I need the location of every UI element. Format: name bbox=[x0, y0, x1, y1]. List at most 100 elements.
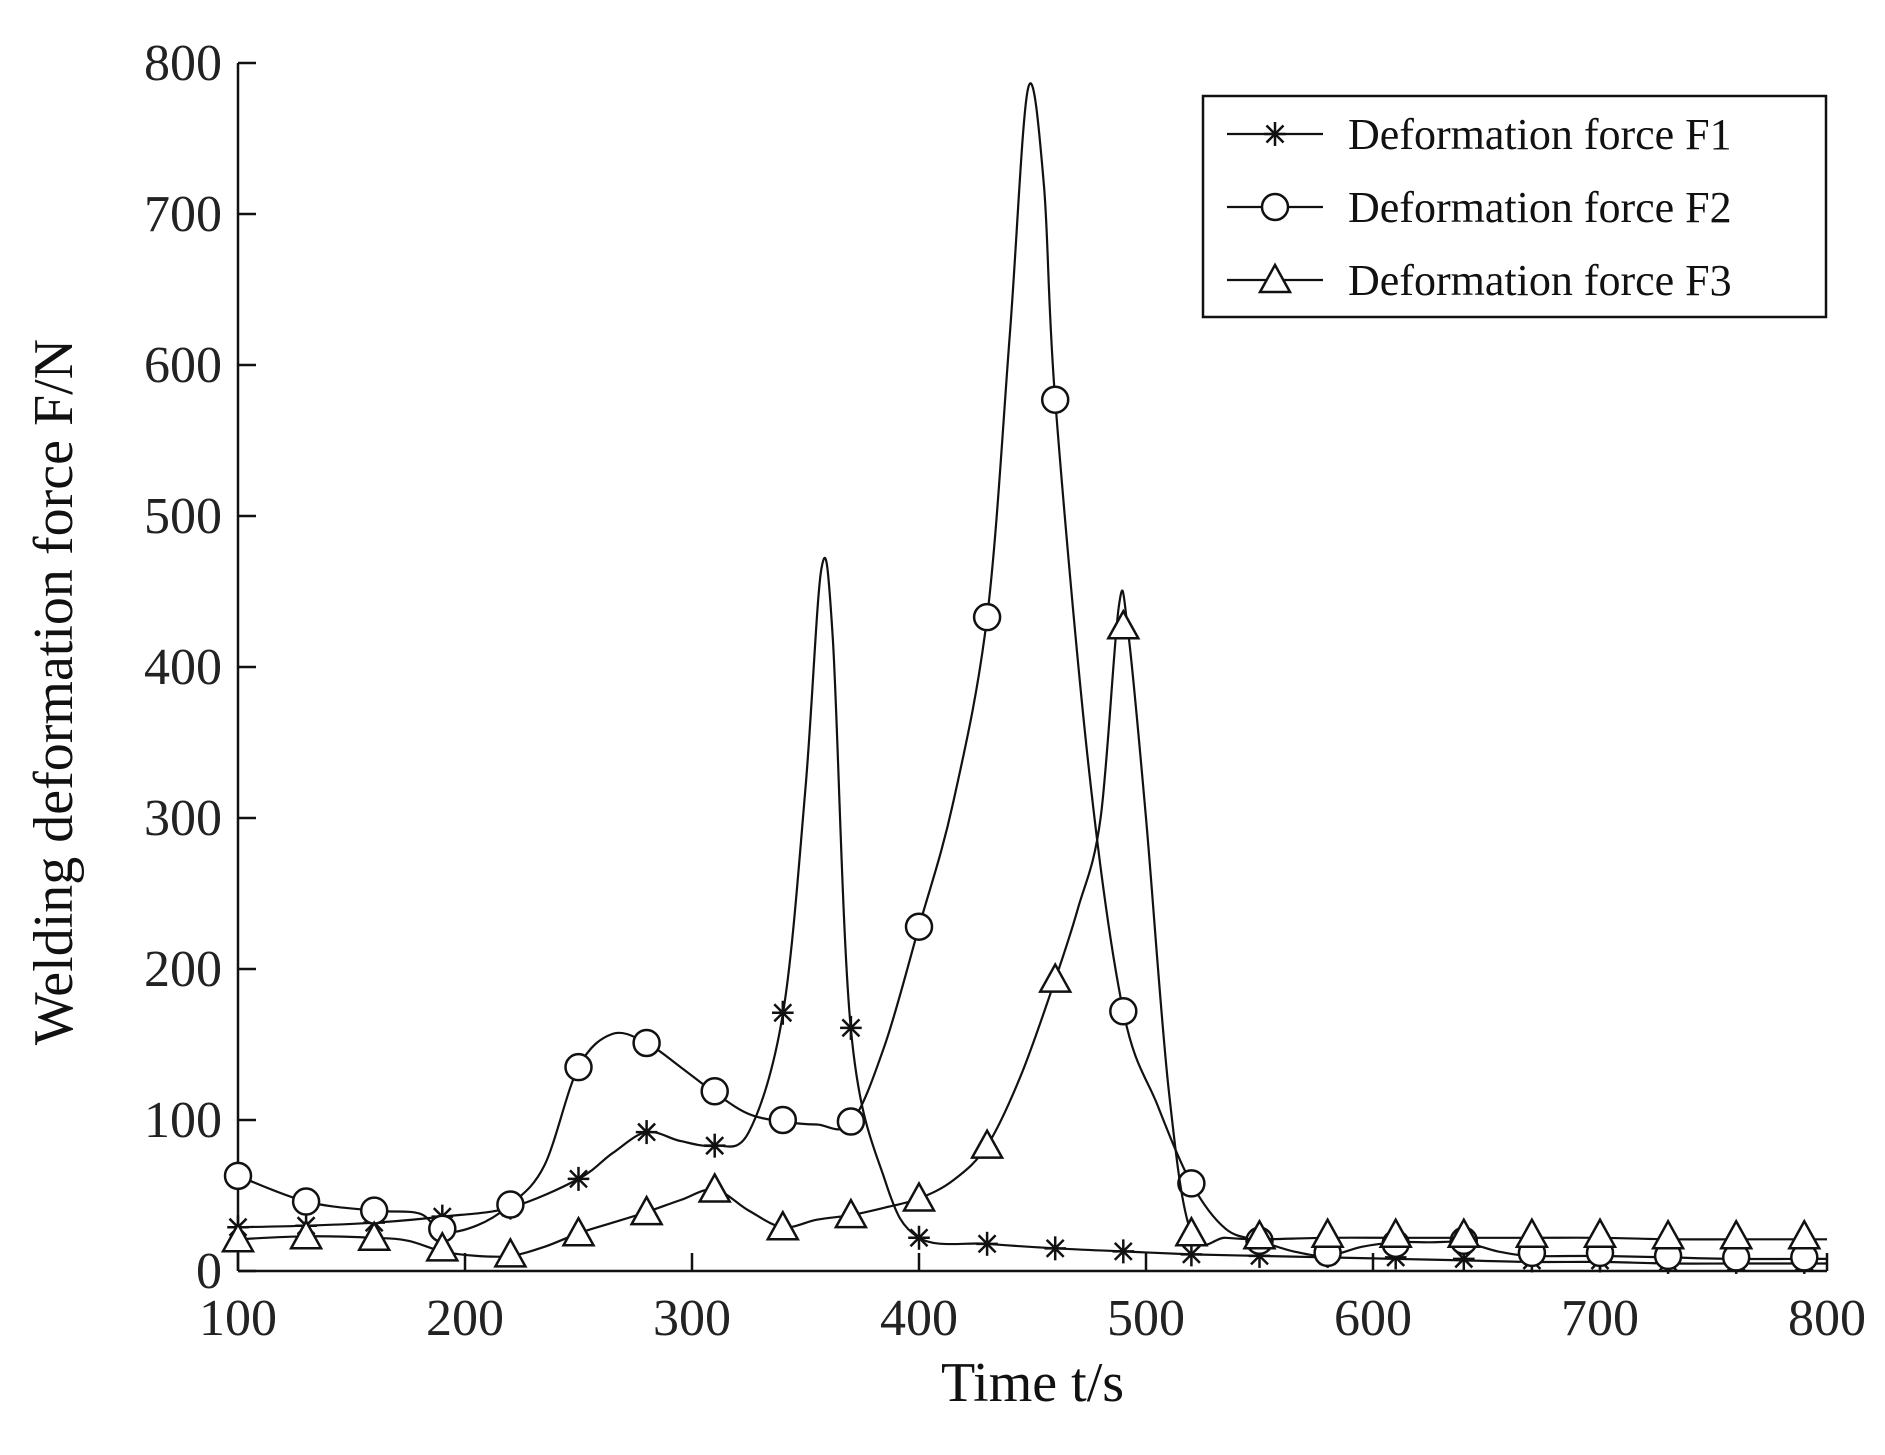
triangle-marker-shape bbox=[425, 1230, 460, 1262]
data-point-marker bbox=[425, 1230, 460, 1262]
data-point-marker bbox=[765, 1209, 800, 1241]
data-point-marker bbox=[1109, 997, 1138, 1026]
x-tick-label: 200 bbox=[426, 1290, 504, 1347]
circle-marker-shape bbox=[1109, 997, 1138, 1026]
data-point-marker bbox=[1044, 1236, 1066, 1261]
circle-marker-shape bbox=[223, 1161, 253, 1191]
legend-label: Deformation force F3 bbox=[1348, 256, 1732, 305]
series-3 bbox=[220, 589, 1827, 1268]
data-point-marker bbox=[1242, 1218, 1277, 1250]
x-tick-label: 700 bbox=[1561, 1290, 1639, 1347]
data-point-marker bbox=[976, 1231, 998, 1256]
triangle-marker-shape bbox=[288, 1218, 324, 1250]
triangle-marker-shape bbox=[629, 1194, 664, 1226]
triangle-marker-shape bbox=[1787, 1218, 1822, 1250]
data-point-marker bbox=[901, 1180, 937, 1212]
triangle-marker-shape bbox=[493, 1236, 528, 1268]
series-1 bbox=[227, 556, 1827, 1274]
data-point-marker bbox=[632, 1028, 661, 1058]
legend-item-f1: Deformation force F1 bbox=[1227, 110, 1732, 159]
legend-label: Deformation force F2 bbox=[1348, 183, 1732, 232]
triangle-marker-shape bbox=[1650, 1218, 1686, 1250]
data-point-marker bbox=[700, 1077, 729, 1106]
data-point-marker bbox=[359, 1196, 389, 1225]
data-point-marker bbox=[768, 1105, 798, 1135]
data-point-marker bbox=[1310, 1217, 1345, 1249]
series-layer bbox=[220, 82, 1827, 1274]
series-line-f3 bbox=[237, 589, 1827, 1258]
y-tick-label: 500 bbox=[144, 488, 222, 545]
triangle-marker-shape bbox=[1174, 1215, 1209, 1247]
data-point-marker bbox=[1038, 961, 1073, 993]
legend-item-f3: Deformation force F3 bbox=[1227, 256, 1732, 305]
data-point-marker bbox=[629, 1194, 664, 1226]
x-tick-label: 100 bbox=[199, 1290, 277, 1347]
data-point-marker bbox=[1040, 385, 1070, 414]
data-point-marker bbox=[291, 1187, 321, 1216]
triangle-marker-shape bbox=[1719, 1218, 1754, 1250]
data-point-marker bbox=[840, 1015, 862, 1040]
data-point-marker bbox=[357, 1220, 392, 1252]
data-point-marker bbox=[564, 1052, 593, 1082]
circle-marker-shape bbox=[1260, 192, 1290, 222]
x-tick-label: 300 bbox=[653, 1290, 731, 1347]
triangle-marker-shape bbox=[1582, 1217, 1618, 1249]
triangle-marker-shape bbox=[1378, 1217, 1413, 1249]
data-point-marker bbox=[567, 1166, 590, 1191]
triangle-marker-shape bbox=[357, 1220, 392, 1252]
circle-marker-shape bbox=[564, 1052, 593, 1082]
data-point-marker bbox=[1719, 1218, 1754, 1250]
data-point-marker bbox=[1446, 1217, 1481, 1249]
y-tick-label: 600 bbox=[144, 337, 222, 394]
circle-marker-shape bbox=[1040, 385, 1070, 414]
triangle-marker-shape bbox=[901, 1180, 937, 1212]
data-point-marker bbox=[220, 1221, 256, 1253]
y-tick-label: 800 bbox=[144, 35, 222, 92]
data-point-marker bbox=[1106, 608, 1141, 640]
data-point-marker bbox=[223, 1161, 253, 1191]
data-point-marker bbox=[493, 1236, 528, 1268]
triangle-marker-shape bbox=[1514, 1217, 1550, 1249]
triangle-marker-shape bbox=[1310, 1217, 1345, 1249]
data-point-marker bbox=[1112, 1239, 1135, 1264]
legend: Deformation force F1 Deformation force F2… bbox=[1201, 94, 1828, 319]
triangle-marker-shape bbox=[969, 1128, 1005, 1159]
circle-marker-shape bbox=[1177, 1169, 1206, 1198]
data-point-marker bbox=[697, 1171, 732, 1203]
y-tick-label: 700 bbox=[144, 186, 222, 243]
y-tick-label: 300 bbox=[144, 790, 222, 847]
y-tick-label: 100 bbox=[144, 1092, 222, 1149]
circle-marker-shape bbox=[496, 1190, 525, 1219]
data-point-marker bbox=[969, 1128, 1005, 1159]
data-point-marker bbox=[635, 1120, 658, 1145]
legend-label: Deformation force F1 bbox=[1348, 110, 1732, 159]
data-point-marker bbox=[1177, 1169, 1206, 1198]
data-point-marker bbox=[1378, 1217, 1413, 1249]
legend-marker bbox=[1257, 262, 1293, 294]
data-point-marker bbox=[288, 1218, 324, 1250]
triangle-marker-shape bbox=[765, 1209, 800, 1241]
data-point-marker bbox=[904, 912, 934, 941]
circle-marker-shape bbox=[972, 602, 1002, 632]
triangle-marker-shape bbox=[697, 1171, 732, 1203]
x-tick-label: 800 bbox=[1788, 1290, 1866, 1347]
triangle-marker-shape bbox=[220, 1221, 256, 1253]
data-point-marker bbox=[1787, 1218, 1822, 1250]
series-line-f1 bbox=[237, 556, 1827, 1265]
data-point-marker bbox=[1582, 1217, 1618, 1249]
data-point-marker bbox=[561, 1215, 596, 1247]
data-point-marker bbox=[908, 1225, 930, 1250]
circle-marker-shape bbox=[632, 1028, 661, 1058]
triangle-marker-shape bbox=[1446, 1217, 1481, 1249]
y-tick-label: 200 bbox=[144, 941, 222, 998]
y-axis-title: Welding deformation force F/N bbox=[23, 339, 85, 1045]
data-point-marker bbox=[836, 1107, 866, 1136]
x-tick-label: 500 bbox=[1107, 1290, 1185, 1347]
x-tick-label: 600 bbox=[1334, 1290, 1412, 1347]
circle-marker-shape bbox=[700, 1077, 729, 1106]
triangle-marker-shape bbox=[1106, 608, 1141, 640]
data-point-marker bbox=[772, 1000, 794, 1025]
